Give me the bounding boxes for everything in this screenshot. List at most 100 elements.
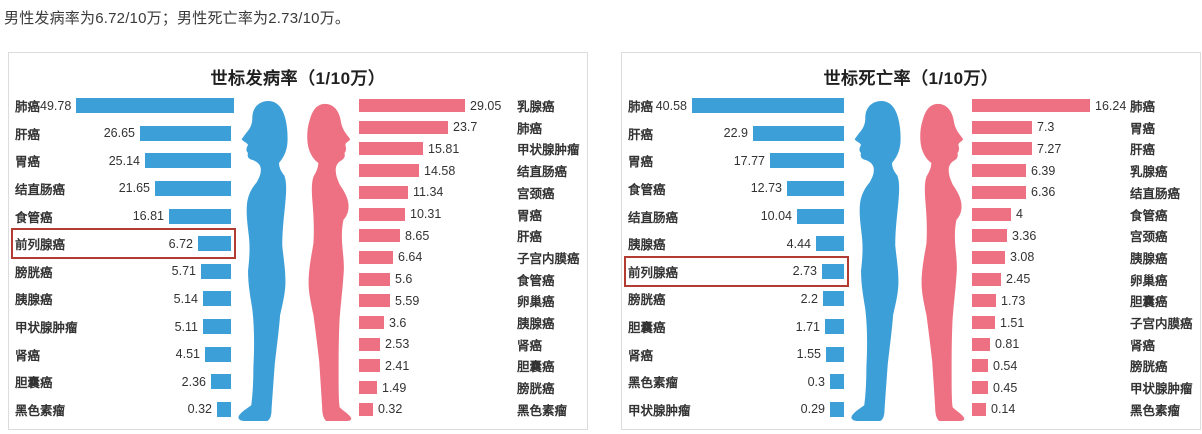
category-label: 黑色素瘤 bbox=[628, 376, 679, 391]
female-bar bbox=[972, 381, 988, 395]
male-bar bbox=[140, 125, 231, 141]
male-bar-row: 肝癌 26.65 bbox=[15, 124, 231, 143]
category-label: 卵巢癌 bbox=[517, 295, 555, 310]
female-figure-icon bbox=[307, 103, 352, 422]
female-bar bbox=[972, 185, 1026, 199]
incidence-chart-title: 世标发病率（1/10万） bbox=[210, 69, 386, 88]
female-bar-row: 11.34 宫颈癌 bbox=[359, 183, 581, 202]
category-label: 胰腺癌 bbox=[15, 293, 53, 308]
male-bars-column: 肺癌 40.58 肝癌 22.9 胃癌 17.77 食管癌 12.73 结直肠癌 10.04 胰腺癌… bbox=[624, 95, 849, 423]
female-bar-row: 3.6 胰腺癌 bbox=[359, 313, 581, 332]
female-bar bbox=[972, 294, 996, 308]
value-label: 3.36 bbox=[1012, 228, 1037, 243]
female-bar bbox=[359, 381, 377, 395]
category-label: 食管癌 bbox=[517, 273, 555, 288]
category-label: 乳腺癌 bbox=[517, 100, 555, 114]
value-label: 2.53 bbox=[385, 337, 410, 352]
value-label: 1.73 bbox=[1001, 293, 1026, 308]
value-label: 16.81 bbox=[132, 209, 164, 223]
category-label: 肺癌 bbox=[628, 100, 654, 114]
female-figure-icon bbox=[920, 103, 965, 422]
category-label: 胰腺癌 bbox=[1130, 251, 1168, 266]
male-bar-row: 食管癌 16.81 bbox=[15, 207, 231, 226]
male-bar bbox=[198, 236, 231, 252]
male-bar bbox=[830, 374, 844, 390]
female-bars-column: 16.24 肺癌 7.3 胃癌 7.27 肝癌 6.39 乳腺癌 6.36 结直肠癌 4 食管癌 3.3… bbox=[972, 95, 1194, 423]
value-label: 14.58 bbox=[424, 163, 456, 178]
value-label: 17.77 bbox=[733, 153, 765, 168]
value-label: 1.71 bbox=[795, 319, 820, 334]
female-bar bbox=[359, 359, 380, 373]
category-label: 胆囊癌 bbox=[15, 376, 53, 391]
category-label: 结直肠癌 bbox=[517, 165, 568, 180]
male-bar bbox=[201, 263, 231, 279]
female-bar bbox=[972, 99, 1090, 112]
value-label: 4.44 bbox=[786, 236, 811, 251]
mortality-chart-panel: 世标死亡率（1/10万） 肺癌 40.58 肝癌 22.9 胃癌 17.77 食管癌 12.7… bbox=[621, 52, 1201, 430]
female-bar bbox=[359, 316, 384, 330]
female-bar bbox=[972, 142, 1032, 156]
category-label: 胰腺癌 bbox=[517, 317, 555, 332]
female-bar-row: 3.08 胰腺癌 bbox=[972, 248, 1194, 267]
incidence-chart-panel: 世标发病率（1/10万） 肺癌 49.78 肝癌 26.65 胃癌 25.14 结直肠癌 21… bbox=[8, 52, 588, 430]
female-bar-row: 0.32 黑色素瘤 bbox=[359, 400, 581, 419]
category-label: 食管癌 bbox=[628, 182, 666, 197]
female-bar-row: 7.3 胃癌 bbox=[972, 118, 1194, 137]
category-label: 黑色素瘤 bbox=[1130, 403, 1181, 418]
value-label: 10.31 bbox=[410, 207, 442, 222]
female-bar-row: 14.58 结直肠癌 bbox=[359, 161, 581, 180]
male-bar-row: 食管癌 12.73 bbox=[628, 179, 844, 198]
value-label: 21.65 bbox=[118, 181, 150, 196]
category-label: 膀胱癌 bbox=[15, 265, 53, 280]
value-label: 6.72 bbox=[168, 236, 193, 251]
male-bar bbox=[205, 346, 231, 362]
male-bar-row: 前列腺癌 6.72 bbox=[11, 228, 236, 260]
female-bar bbox=[972, 316, 995, 330]
female-bar-row: 29.05 乳腺癌 bbox=[359, 96, 581, 115]
female-bar-row: 5.6 食管癌 bbox=[359, 270, 581, 289]
category-label: 肝癌 bbox=[517, 230, 543, 245]
category-label: 前列腺癌 bbox=[628, 265, 679, 280]
value-label: 22.9 bbox=[723, 126, 748, 141]
category-label: 甲状腺肿瘤 bbox=[517, 143, 580, 158]
value-label: 0.81 bbox=[995, 337, 1020, 352]
male-bar-row: 胰腺癌 5.14 bbox=[15, 289, 231, 308]
summary-text: 男性发病率为6.72/10万；男性死亡率为2.73/10万。 bbox=[4, 10, 351, 27]
male-bar bbox=[826, 346, 844, 362]
category-label: 甲状腺肿瘤 bbox=[628, 403, 691, 418]
female-bar bbox=[359, 120, 448, 134]
category-label: 甲状腺肿瘤 bbox=[1130, 382, 1193, 397]
center-figures bbox=[844, 95, 972, 423]
value-label: 10.04 bbox=[760, 209, 792, 223]
category-label: 胰腺癌 bbox=[628, 238, 666, 253]
female-bar-row: 15.81 甲状腺肿瘤 bbox=[359, 139, 581, 158]
value-label: 3.08 bbox=[1010, 250, 1035, 265]
category-label: 肝癌 bbox=[15, 127, 41, 142]
female-bar-row: 23.7 肺癌 bbox=[359, 118, 581, 137]
male-bar-row: 结直肠癌 10.04 bbox=[628, 207, 844, 226]
value-label: 40.58 bbox=[655, 98, 687, 113]
female-bar-row: 1.51 子宫内膜癌 bbox=[972, 313, 1194, 332]
value-label: 5.14 bbox=[173, 291, 198, 306]
male-bar-row: 肾癌 4.51 bbox=[15, 345, 231, 364]
female-bar bbox=[359, 185, 408, 199]
male-bar bbox=[816, 236, 844, 252]
female-bar bbox=[359, 142, 423, 156]
male-bar bbox=[203, 291, 231, 307]
male-bar-row: 胃癌 25.14 bbox=[15, 151, 231, 170]
female-bar-row: 4 食管癌 bbox=[972, 205, 1194, 224]
category-label: 肺癌 bbox=[517, 121, 543, 136]
value-label: 1.49 bbox=[382, 380, 407, 395]
value-label: 29.05 bbox=[470, 98, 502, 113]
value-label: 7.27 bbox=[1037, 141, 1062, 156]
value-label: 0.54 bbox=[993, 358, 1018, 373]
female-bar bbox=[972, 207, 1011, 221]
category-label: 前列腺癌 bbox=[15, 238, 66, 253]
female-bar bbox=[359, 250, 393, 264]
male-bar-row: 膀胱癌 2.2 bbox=[628, 289, 844, 308]
male-bar bbox=[155, 180, 231, 196]
male-bar-row: 胆囊癌 1.71 bbox=[628, 317, 844, 336]
value-label: 0.29 bbox=[800, 402, 825, 417]
male-bar bbox=[203, 319, 231, 334]
value-label: 26.65 bbox=[103, 126, 135, 141]
